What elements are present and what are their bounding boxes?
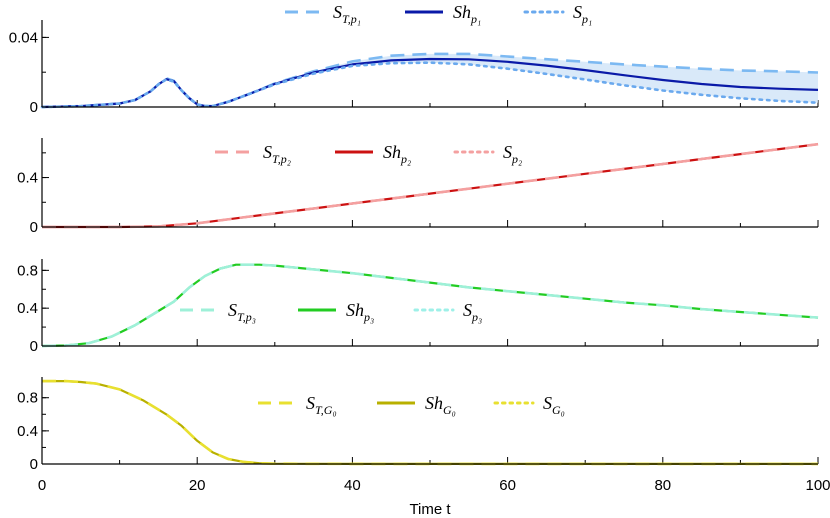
legend-label: Sp₃ xyxy=(463,300,482,324)
confidence-band xyxy=(42,53,818,107)
y-tick-label: 0 xyxy=(30,219,38,236)
legend-label: Shp₁ xyxy=(453,2,481,26)
panel-p3: 0 0.4 0.8 ST,p₃ Shp₃ Sp₃ xyxy=(17,259,819,355)
y-tick-label: 0 xyxy=(30,99,38,116)
legend-p1: ST,p₁ Shp₁ Sp₁ xyxy=(285,2,592,26)
x-tick-label: 0 xyxy=(38,477,46,494)
series-line-p1-dotted xyxy=(40,61,820,109)
x-tick-label: 20 xyxy=(189,477,206,494)
x-tick-label: 40 xyxy=(344,477,361,494)
y-tick-label: 0.8 xyxy=(17,262,38,279)
y-tick-label: 0.4 xyxy=(17,300,38,317)
series-line-p2-solid xyxy=(42,143,819,229)
y-tick-label: 0.8 xyxy=(17,390,38,407)
legend-label: ST,p₁ xyxy=(333,2,361,26)
x-tick-label: 80 xyxy=(654,477,671,494)
legend-p3: ST,p₃ Shp₃ Sp₃ xyxy=(180,300,482,324)
y-tick-label: 0 xyxy=(30,338,38,355)
x-axis-label: Time t xyxy=(409,501,451,518)
legend-label: Shp₃ xyxy=(346,300,374,324)
y-tick-label: 0.4 xyxy=(17,170,38,187)
legend-label: Sp₁ xyxy=(573,2,592,26)
panel-G0: 0 0.4 0.8 ST,G₀ ShG₀ SG₀ xyxy=(17,377,819,473)
series-line-p2-dashed xyxy=(42,142,819,229)
legend-label: ST,p₃ xyxy=(228,300,256,324)
legend-p2: ST,p₂ Shp₂ Sp₂ xyxy=(215,142,522,166)
panel-p2: 0 0.4 ST,p₂ Shp₂ Sp₂ xyxy=(17,138,819,236)
y-tick-label: 0 xyxy=(30,456,38,473)
legend-label: SG₀ xyxy=(543,393,565,417)
legend-label: ShG₀ xyxy=(425,393,456,417)
legend-G0: ST,G₀ ShG₀ SG₀ xyxy=(258,393,565,417)
series-line-G0-dashed xyxy=(42,379,818,466)
legend-label: Shp₂ xyxy=(383,142,411,166)
panel-p1: 0 0.04 ST,p₁ Shp₁ Sp₁ xyxy=(9,2,820,116)
legend-label: ST,G₀ xyxy=(306,393,337,417)
x-tick-label: 100 xyxy=(805,477,830,494)
series-line-p3-dashed xyxy=(41,263,819,348)
y-tick-label: 0.04 xyxy=(9,29,38,46)
legend-label: ST,p₂ xyxy=(263,142,291,166)
series-line-p3-solid xyxy=(41,263,819,348)
x-tick-label: 60 xyxy=(499,477,516,494)
legend-label: Sp₂ xyxy=(503,142,522,166)
y-tick-label: 0.4 xyxy=(17,423,38,440)
